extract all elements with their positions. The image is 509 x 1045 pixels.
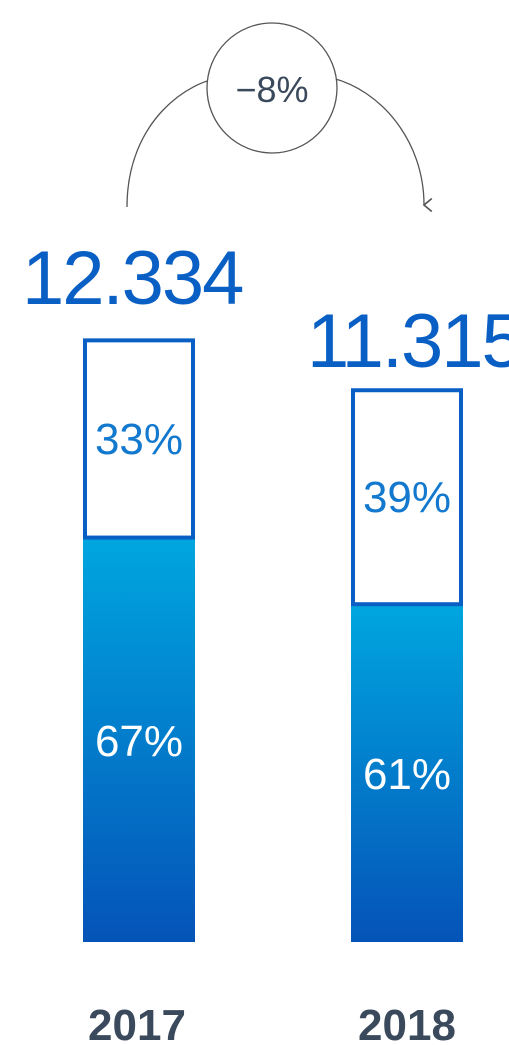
- seg-label-2018-top: 39%: [363, 473, 451, 522]
- seg-label-2017-bottom: 67%: [95, 717, 183, 766]
- bar-2017-bottom: [83, 537, 195, 942]
- bar-2017-top: [83, 338, 195, 540]
- total-label-2018: 11.315: [307, 299, 509, 384]
- change-badge: [206, 22, 338, 154]
- total-label-2017: 12.334: [22, 236, 243, 321]
- bar-2018-bottom: [351, 604, 463, 942]
- seg-label-2017-top: 33%: [95, 415, 183, 464]
- change-label: −8%: [235, 69, 308, 110]
- bar-2018-top: [351, 388, 463, 607]
- year-label-2017: 2017: [88, 1001, 186, 1045]
- seg-label-2018-bottom: 61%: [363, 750, 451, 799]
- year-label-2018: 2018: [358, 1001, 456, 1045]
